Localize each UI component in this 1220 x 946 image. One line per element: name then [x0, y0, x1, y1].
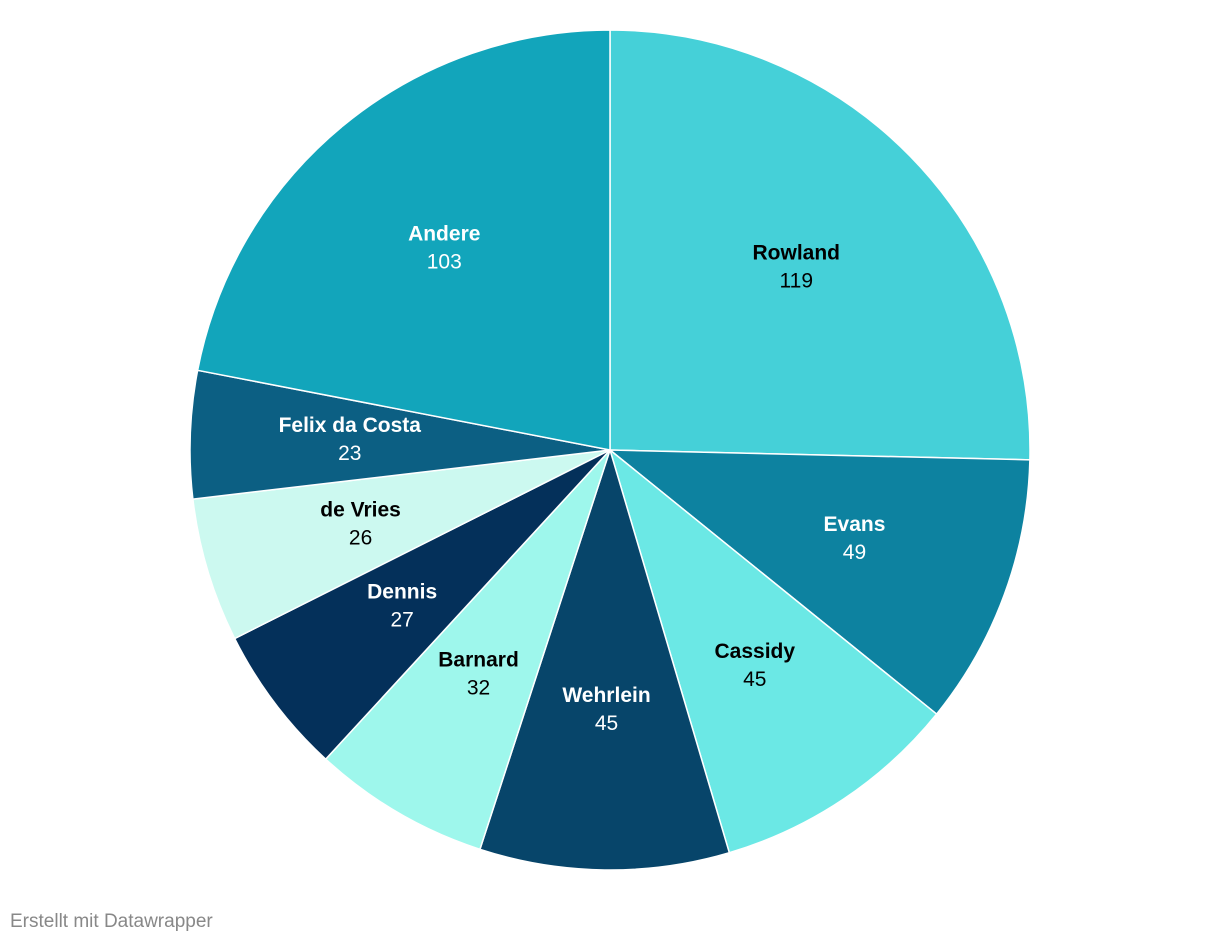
slice-name: Cassidy	[714, 640, 795, 663]
slice-value: 26	[349, 526, 372, 549]
slice-value: 45	[595, 712, 618, 735]
slice-name: Barnard	[438, 648, 519, 671]
pie	[189, 29, 1031, 871]
slice-value: 27	[390, 608, 413, 631]
slice	[196, 29, 611, 451]
slice-value: 32	[467, 676, 490, 699]
slice	[609, 29, 1031, 461]
slice-name: Felix da Costa	[279, 414, 422, 437]
slice-name: Evans	[824, 513, 886, 536]
slice-value: 45	[743, 668, 766, 691]
slice	[608, 447, 938, 854]
slice	[607, 449, 1031, 716]
slice	[192, 449, 611, 640]
slice-value: 103	[427, 251, 462, 274]
slice	[478, 447, 731, 871]
slice	[324, 449, 611, 851]
slice-name: de Vries	[320, 498, 401, 521]
labels: Rowland 119 Evans 49 Cassidy 45 Wehrlein 45 Barn…	[279, 223, 886, 735]
slice-value: 49	[843, 541, 866, 564]
slice-value: 119	[780, 270, 813, 293]
slice-name: Andere	[408, 223, 480, 246]
slice	[233, 449, 611, 761]
credit: Erstellt mit Datawrapper	[10, 911, 213, 932]
slice-value: 23	[338, 442, 361, 465]
slice-name: Wehrlein	[562, 684, 650, 707]
slice-name: Rowland	[753, 242, 841, 265]
slice-name: Dennis	[367, 580, 437, 603]
